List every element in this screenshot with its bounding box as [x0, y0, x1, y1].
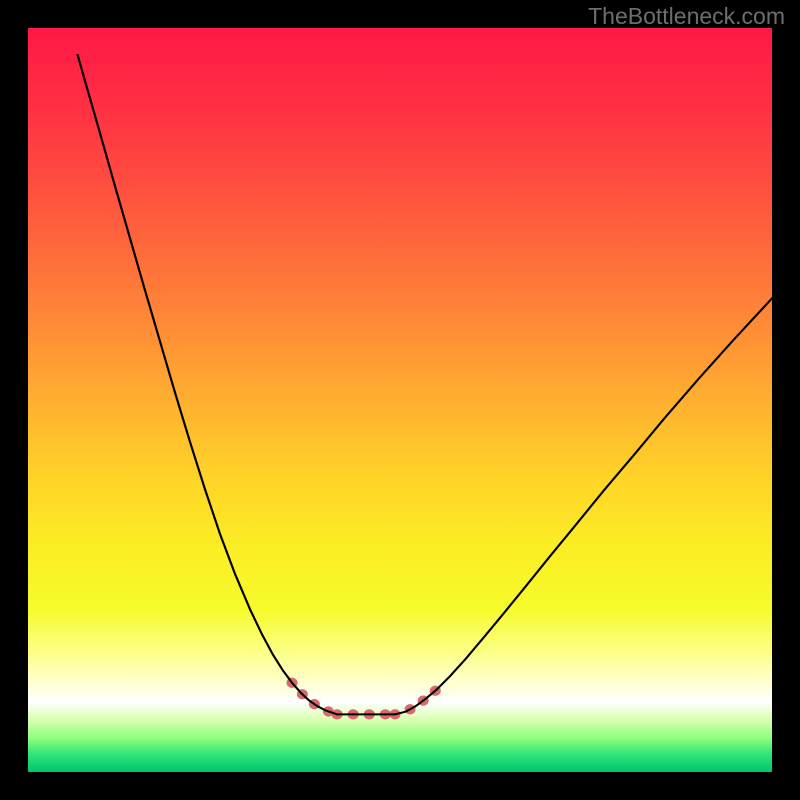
bottleneck-chart: TheBottleneck.com: [0, 0, 800, 800]
watermark-text: TheBottleneck.com: [588, 3, 785, 29]
gradient-plot-area: [28, 28, 772, 772]
